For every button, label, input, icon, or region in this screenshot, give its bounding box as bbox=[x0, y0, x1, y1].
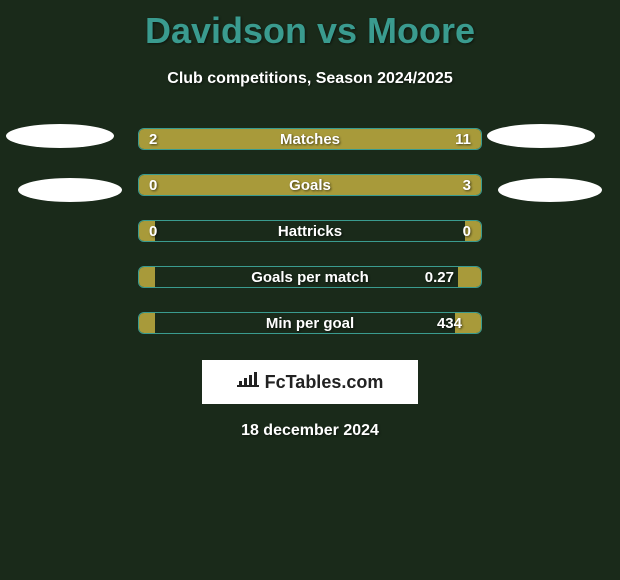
stat-value-left: 0 bbox=[149, 208, 157, 254]
stat-bar: Matches bbox=[138, 128, 482, 150]
stat-label: Goals bbox=[139, 175, 481, 195]
stat-value-right: 0 bbox=[463, 208, 471, 254]
player-left-oval-2 bbox=[18, 178, 122, 202]
stat-row: Min per goal434 bbox=[0, 300, 620, 346]
stat-value-right: 434 bbox=[437, 300, 462, 346]
stats-container: Matches211Goals03Hattricks00Goals per ma… bbox=[0, 116, 620, 346]
chart-icon bbox=[237, 371, 259, 394]
player-left-oval-1 bbox=[6, 124, 114, 148]
stat-value-left: 2 bbox=[149, 116, 157, 162]
stat-row: Goals per match0.27 bbox=[0, 254, 620, 300]
stat-bar: Hattricks bbox=[138, 220, 482, 242]
stat-label: Matches bbox=[139, 129, 481, 149]
subtitle: Club competitions, Season 2024/2025 bbox=[0, 70, 620, 88]
logo-text: FcTables.com bbox=[265, 372, 384, 393]
stat-value-right: 11 bbox=[455, 116, 471, 162]
stat-value-right: 0.27 bbox=[425, 254, 454, 300]
stat-value-right: 3 bbox=[463, 162, 471, 208]
logo-box: FcTables.com bbox=[202, 360, 418, 404]
page-title: Davidson vs Moore bbox=[0, 0, 620, 52]
stat-bar: Goals bbox=[138, 174, 482, 196]
stat-bar: Min per goal bbox=[138, 312, 482, 334]
player-right-oval-1 bbox=[487, 124, 595, 148]
player-right-oval-2 bbox=[498, 178, 602, 202]
stat-row: Hattricks0 0 bbox=[0, 208, 620, 254]
stat-label: Hattricks bbox=[139, 221, 481, 241]
date-text: 18 december 2024 bbox=[0, 422, 620, 440]
stat-value-left: 0 bbox=[149, 162, 157, 208]
stat-label: Min per goal bbox=[139, 313, 481, 333]
